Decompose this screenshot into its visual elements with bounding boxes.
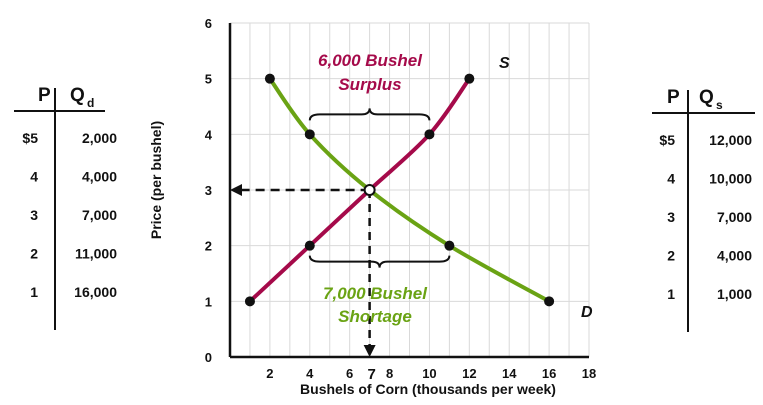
x-tick-label: 16 (542, 366, 556, 381)
demand-table-header-q: Q (70, 85, 85, 106)
demand_table-row-quantity: 11,000 (75, 246, 117, 262)
supply_table-row-quantity: 1,000 (717, 286, 752, 302)
y-tick-label: 2 (205, 239, 212, 254)
demand-point (264, 73, 275, 84)
demand_table-row-quantity: 7,000 (82, 207, 117, 223)
demand_table-row-price: 4 (30, 169, 38, 185)
chart-points (244, 73, 555, 307)
x-tick-label: 8 (386, 366, 393, 381)
equilibrium-point (363, 184, 376, 196)
demand_table-row-quantity: 2,000 (82, 130, 117, 146)
supply_table-row-quantity: 10,000 (709, 171, 752, 187)
supply_table-row-quantity: 4,000 (717, 248, 752, 264)
supply-table-header-p: P (667, 87, 680, 108)
supply_table-row-price: 4 (667, 171, 675, 187)
surplus-label-line1: 6,000 Bushel (318, 51, 423, 70)
demand_table-row-quantity: 4,000 (82, 169, 117, 185)
supply-table-header-q: Q (699, 87, 714, 108)
equilibrium-quantity-label: 7 (367, 366, 375, 383)
x-tick-label: 18 (582, 366, 596, 381)
x-tick-label: 6 (346, 366, 353, 381)
shortage-brace (308, 255, 451, 268)
price-guide-arrowhead (230, 184, 242, 196)
y-tick-label: 4 (205, 127, 213, 142)
x-tick-label: 10 (422, 366, 436, 381)
x-tick-label: 4 (306, 366, 314, 381)
demand-point (304, 129, 315, 140)
supply_table-row-price: $5 (659, 132, 675, 148)
supply_table-row-quantity: 12,000 (709, 132, 752, 148)
demand-point (544, 296, 555, 307)
quantity-guide-arrowhead (363, 345, 376, 357)
demand-curve-label: D (581, 304, 593, 321)
demand_table-row-price: $5 (22, 130, 38, 146)
y-tick-label: 5 (205, 72, 212, 87)
chart-grid (230, 22, 590, 357)
x-axis-label: Bushels of Corn (thousands per week) (300, 381, 556, 397)
demand-table: P Q d $5 2,000 4 4,000 3 7,000 2 11,000 1 16,000 (14, 85, 117, 330)
y-tick-label: 6 (205, 16, 212, 31)
surplus-label-line2: Surplus (338, 75, 401, 94)
supply-table-header-q-sub: s (716, 98, 723, 112)
x-tick-label: 14 (502, 366, 517, 381)
y-axis-label: Price (per bushel) (148, 121, 164, 239)
supply_table-row-price: 1 (667, 286, 675, 302)
supply-point (424, 129, 435, 140)
equilibrium-guides (230, 184, 376, 357)
shortage-label-line2: Shortage (338, 307, 412, 326)
demand_table-row-price: 2 (30, 246, 38, 262)
demand_table-row-quantity: 16,000 (74, 284, 117, 300)
y-tick-label: 1 (205, 294, 212, 309)
demand_table-row-price: 1 (30, 284, 38, 300)
supply-point (464, 73, 475, 84)
supply_table-row-quantity: 7,000 (717, 209, 752, 225)
supply-point (244, 296, 255, 307)
x-tick-label: 12 (462, 366, 476, 381)
supply-table: P Q s $5 12,000 4 10,000 3 7,000 2 4,000 1 1,000 (652, 87, 755, 332)
supply_table-row-price: 3 (667, 209, 675, 225)
demand-table-header-p: P (38, 85, 51, 106)
demand-point (444, 240, 455, 251)
supply-point (304, 240, 315, 251)
x-tick-label: 2 (266, 366, 273, 381)
y-tick-label: 0 (205, 350, 212, 365)
demand_table-row-price: 3 (30, 207, 38, 223)
shortage-label-line1: 7,000 Bushel (323, 284, 428, 303)
supply_table-row-price: 2 (667, 248, 675, 264)
demand-table-header-q-sub: d (87, 96, 94, 110)
y-tick-label: 3 (205, 183, 212, 198)
supply-curve-label: S (499, 55, 510, 72)
